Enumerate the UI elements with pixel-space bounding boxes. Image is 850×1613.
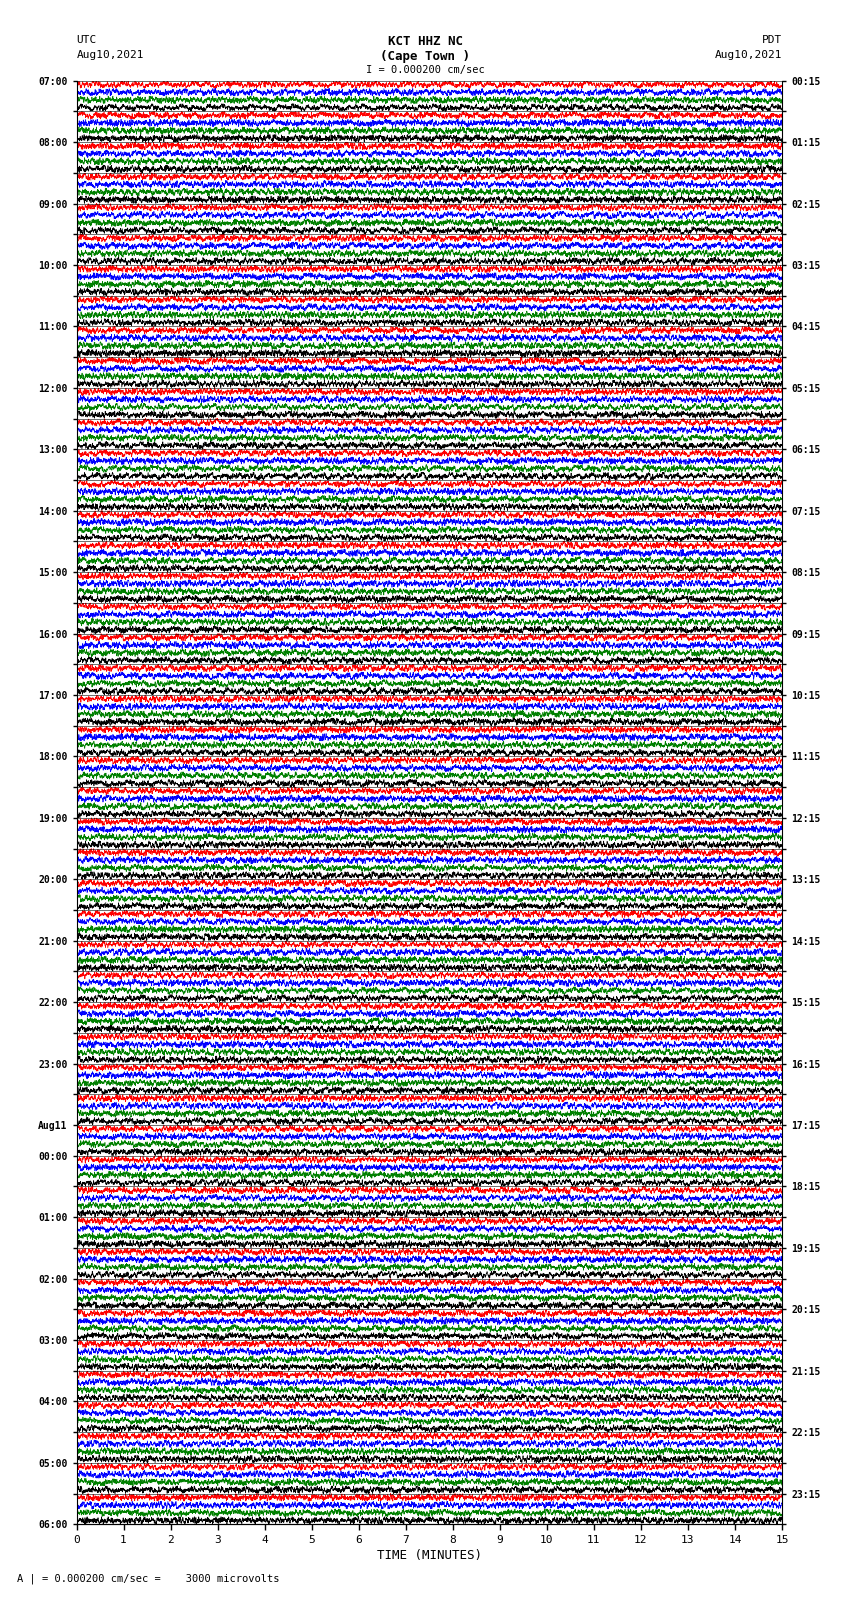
Text: Aug10,2021: Aug10,2021 <box>76 50 144 60</box>
Text: UTC: UTC <box>76 35 97 45</box>
X-axis label: TIME (MINUTES): TIME (MINUTES) <box>377 1548 482 1561</box>
Text: KCT HHZ NC: KCT HHZ NC <box>388 35 462 48</box>
Text: PDT: PDT <box>762 35 782 45</box>
Text: I = 0.000200 cm/sec: I = 0.000200 cm/sec <box>366 65 484 74</box>
Text: (Cape Town ): (Cape Town ) <box>380 50 470 63</box>
Text: Aug10,2021: Aug10,2021 <box>715 50 782 60</box>
Text: A | = 0.000200 cm/sec =    3000 microvolts: A | = 0.000200 cm/sec = 3000 microvolts <box>17 1573 280 1584</box>
